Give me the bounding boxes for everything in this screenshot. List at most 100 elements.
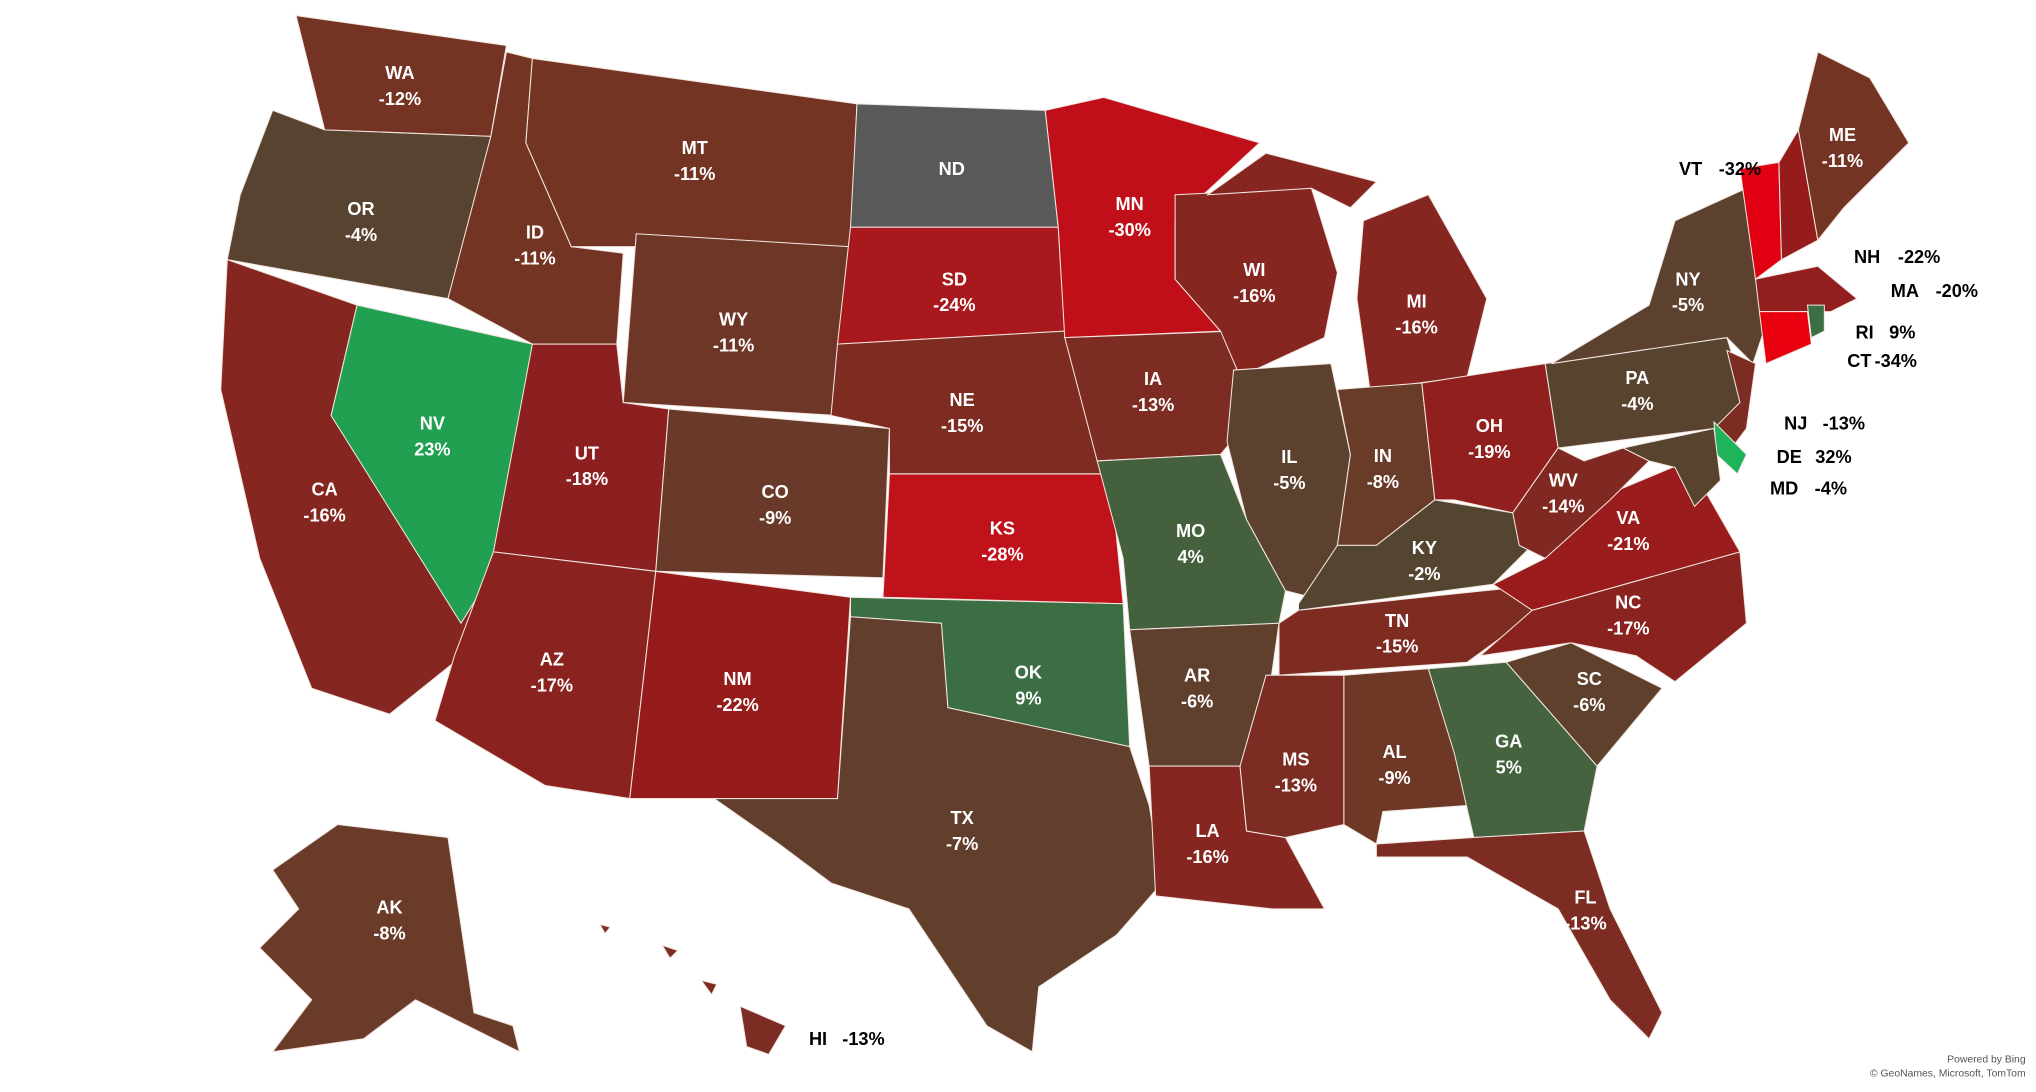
- state-code: MT: [682, 138, 708, 158]
- value-label: 23%: [414, 439, 450, 459]
- state: [655, 408, 890, 579]
- state-code: TX: [951, 808, 974, 828]
- value-label: 9%: [1015, 689, 1041, 709]
- state-code: FL: [1574, 887, 1596, 907]
- state-code: AK: [376, 898, 402, 918]
- state-code: HI: [809, 1029, 827, 1049]
- state-code: NJ: [1784, 413, 1807, 433]
- state-code: OH: [1476, 416, 1503, 436]
- state-code: UT: [575, 443, 599, 463]
- value-label: -18%: [566, 469, 608, 489]
- state-code: WA: [385, 63, 414, 83]
- state-code: WY: [719, 310, 748, 330]
- state: [882, 473, 1124, 605]
- state: [1096, 453, 1287, 631]
- state-code: MS: [1282, 750, 1309, 770]
- state-code: PA: [1625, 368, 1649, 388]
- state-code: AZ: [540, 650, 564, 670]
- value-label: -15%: [941, 416, 983, 436]
- value-label: -16%: [1186, 847, 1228, 867]
- state: [1758, 311, 1812, 365]
- value-label: -11%: [674, 164, 715, 184]
- state-code: OK: [1015, 663, 1042, 683]
- value-label: -16%: [1395, 317, 1437, 337]
- state-code: MO: [1176, 521, 1205, 541]
- state-code: NV: [420, 413, 445, 433]
- value-label: -21%: [1607, 534, 1649, 554]
- value-label: -11%: [514, 248, 555, 268]
- value-label: -13%: [1132, 395, 1174, 415]
- value-label: -28%: [981, 545, 1023, 565]
- value-label: -14%: [1542, 496, 1584, 516]
- value-label: -15%: [1376, 637, 1418, 657]
- state-code: ME: [1829, 125, 1856, 145]
- state-code: NH: [1854, 247, 1880, 267]
- state-code: VT: [1679, 159, 1702, 179]
- state-code: NY: [1675, 269, 1700, 289]
- value-label: -11%: [713, 335, 754, 355]
- value-label: -24%: [933, 295, 975, 315]
- value-label: -4%: [345, 225, 377, 245]
- value-label: -17%: [1607, 619, 1649, 639]
- state: [1621, 427, 1722, 508]
- state-code: DE: [1777, 447, 1802, 467]
- value-label: -32%: [1719, 159, 1761, 179]
- state-code: LA: [1195, 821, 1219, 841]
- value-label: 9%: [1889, 322, 1915, 342]
- value-label: -13%: [1275, 776, 1317, 796]
- state-code: ID: [526, 223, 544, 243]
- value-label: 4%: [1178, 547, 1204, 567]
- state: [1754, 265, 1858, 313]
- value-label: -8%: [373, 924, 405, 944]
- state-code: IA: [1144, 369, 1162, 389]
- value-label: -22%: [1898, 247, 1940, 267]
- state: [1174, 187, 1338, 378]
- value-label: -8%: [1367, 472, 1399, 492]
- value-label: -2%: [1408, 564, 1440, 584]
- state-code: MI: [1407, 291, 1427, 311]
- state: [1478, 551, 1747, 683]
- state-code: AR: [1184, 665, 1210, 685]
- state-code: CT: [1847, 351, 1871, 371]
- value-label: -30%: [1108, 220, 1150, 240]
- state-code: MD: [1770, 478, 1798, 498]
- value-label: -13%: [1823, 413, 1865, 433]
- state-code: SD: [942, 269, 967, 289]
- state: [1551, 187, 1767, 365]
- value-label: 5%: [1496, 757, 1522, 777]
- value-label: -9%: [759, 508, 791, 528]
- state-code: MN: [1116, 194, 1144, 214]
- state-code: NM: [723, 669, 751, 689]
- value-label: -13%: [842, 1029, 884, 1049]
- state-code: NE: [950, 390, 975, 410]
- state-code: IN: [1374, 446, 1392, 466]
- state: [1797, 51, 1910, 242]
- state-code: NC: [1615, 593, 1641, 613]
- value-label: -13%: [1564, 913, 1606, 933]
- value-label: -19%: [1468, 442, 1510, 462]
- value-label: -12%: [379, 89, 421, 109]
- state-code: IL: [1281, 447, 1297, 467]
- state: [1505, 642, 1663, 767]
- state-code: GA: [1495, 732, 1522, 752]
- attribution: Powered by Bing: [1947, 1054, 2026, 1065]
- value-label: -5%: [1672, 295, 1704, 315]
- value-label: -16%: [1233, 286, 1275, 306]
- value-label: -9%: [1378, 768, 1410, 788]
- state: [598, 923, 787, 1055]
- state-code: KY: [1412, 538, 1437, 558]
- value-label: -11%: [1822, 151, 1863, 171]
- attribution: © GeoNames, Microsoft, TomTom: [1870, 1069, 2026, 1080]
- state: [712, 616, 1163, 1053]
- value-label: -17%: [531, 676, 573, 696]
- state-code: KS: [990, 519, 1015, 539]
- state-code: VA: [1616, 508, 1640, 528]
- state-code: TN: [1385, 611, 1409, 631]
- value-label: -4%: [1621, 394, 1653, 414]
- value-label: -22%: [716, 695, 758, 715]
- state-code: WV: [1549, 471, 1578, 491]
- state: [1375, 830, 1663, 1040]
- value-label: 32%: [1815, 447, 1851, 467]
- state-code: ND: [939, 159, 965, 179]
